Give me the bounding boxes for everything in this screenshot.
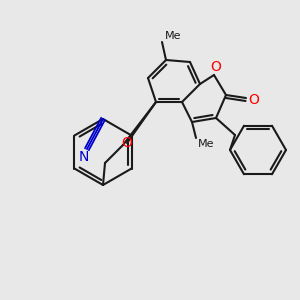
Text: Me: Me: [198, 139, 214, 149]
Text: Me: Me: [165, 31, 181, 41]
Text: O: O: [249, 93, 260, 107]
Text: O: O: [211, 60, 221, 74]
Text: N: N: [79, 150, 89, 164]
Text: O: O: [122, 136, 132, 150]
